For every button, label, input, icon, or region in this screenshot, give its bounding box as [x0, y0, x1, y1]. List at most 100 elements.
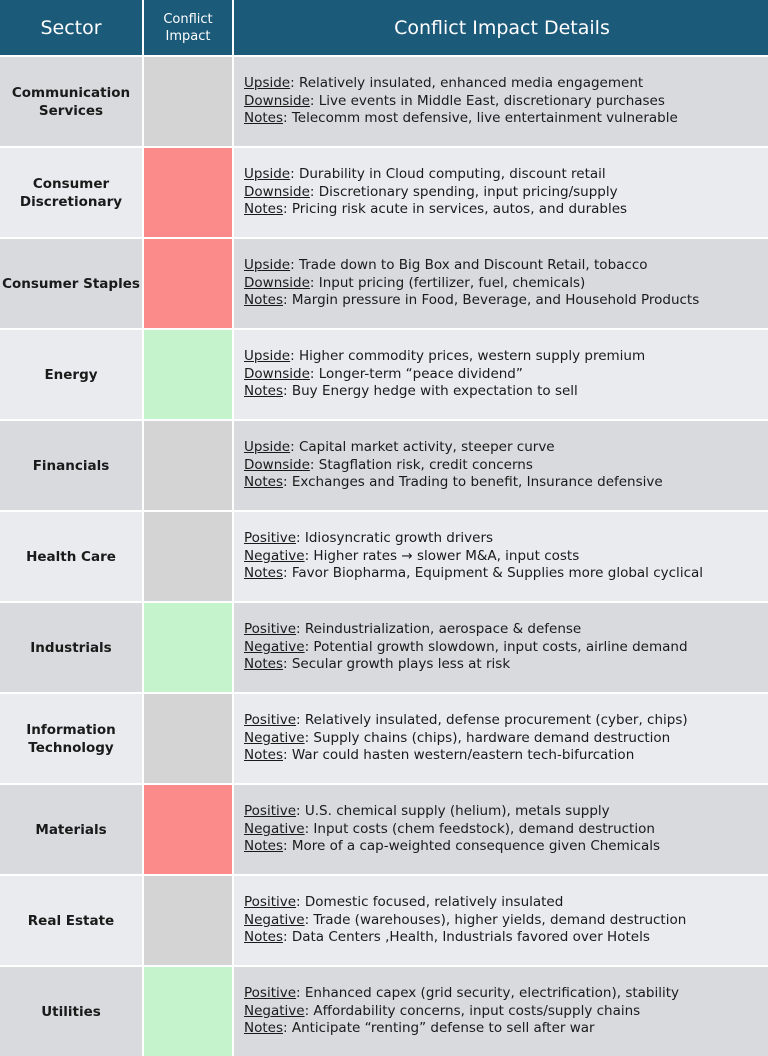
detail-label: Downside: [244, 456, 310, 473]
detail-label: Notes: [244, 838, 283, 855]
detail-line: Downside: Stagflation risk, credit conce…: [244, 457, 768, 475]
detail-line: Notes: Pricing risk acute in services, a…: [244, 201, 768, 219]
detail-text: : Anticipate “renting” defense to sell a…: [283, 1020, 595, 1037]
sector-name: Energy: [0, 330, 142, 419]
conflict-impact-swatch: [144, 330, 232, 419]
detail-label: Positive: [244, 621, 297, 638]
detail-line: Notes: Telecomm most defensive, live ent…: [244, 110, 768, 128]
conflict-impact-details: Upside: Higher commodity prices, western…: [234, 330, 768, 419]
conflict-impact-swatch: [144, 512, 232, 601]
detail-text: : Secular growth plays less at risk: [283, 656, 511, 673]
detail-line: Negative: Affordability concerns, input …: [244, 1003, 768, 1021]
detail-text: : Margin pressure in Food, Beverage, and…: [283, 292, 700, 309]
detail-line: Positive: Idiosyncratic growth drivers: [244, 530, 768, 548]
detail-text: : Potential growth slowdown, input costs…: [304, 638, 688, 655]
detail-label: Positive: [244, 894, 297, 911]
detail-text: : Longer-term “peace dividend”: [309, 365, 523, 382]
detail-label: Upside: [244, 348, 291, 365]
detail-line: Negative: Trade (warehouses), higher yie…: [244, 912, 768, 930]
detail-line: Negative: Input costs (chem feedstock), …: [244, 821, 768, 839]
conflict-impact-swatch: [144, 694, 232, 783]
sector-name: Utilities: [0, 967, 142, 1056]
sector-name: Financials: [0, 421, 142, 510]
detail-label: Notes: [244, 110, 283, 127]
detail-label: Negative: [244, 911, 305, 928]
detail-text: : Higher commodity prices, western suppl…: [290, 348, 646, 365]
detail-text: : Affordability concerns, input costs/su…: [304, 1002, 641, 1019]
detail-line: Notes: Exchanges and Trading to benefit,…: [244, 474, 768, 492]
detail-text: : Trade down to Big Box and Discount Ret…: [290, 257, 648, 274]
detail-label: Notes: [244, 292, 283, 309]
conflict-impact-details: Upside: Trade down to Big Box and Discou…: [234, 239, 768, 328]
detail-label: Downside: [244, 365, 310, 382]
detail-text: : Live events in Middle East, discretion…: [309, 92, 665, 109]
conflict-impact-details: Positive: Domestic focused, relatively i…: [234, 876, 768, 965]
conflict-impact-swatch: [144, 239, 232, 328]
detail-text: : Telecomm most defensive, live entertai…: [283, 110, 678, 127]
detail-line: Notes: More of a cap-weighted consequenc…: [244, 838, 768, 856]
detail-line: Notes: Data Centers ,Health, Industrials…: [244, 929, 768, 947]
detail-label: Upside: [244, 439, 291, 456]
conflict-impact-details: Upside: Capital market activity, steeper…: [234, 421, 768, 510]
conflict-impact-details: Positive: Relatively insulated, defense …: [234, 694, 768, 783]
detail-line: Upside: Relatively insulated, enhanced m…: [244, 75, 768, 93]
detail-label: Negative: [244, 547, 305, 564]
detail-text: : Input pricing (fertilizer, fuel, chemi…: [309, 274, 586, 291]
detail-text: : Data Centers ,Health, Industrials favo…: [283, 929, 650, 946]
detail-line: Upside: Trade down to Big Box and Discou…: [244, 257, 768, 275]
header-conflict-impact: Conflict Impact: [144, 0, 232, 55]
detail-line: Notes: Margin pressure in Food, Beverage…: [244, 292, 768, 310]
conflict-impact-swatch: [144, 967, 232, 1056]
conflict-impact-details: Positive: Reindustrialization, aerospace…: [234, 603, 768, 692]
detail-label: Negative: [244, 1002, 305, 1019]
detail-text: : Relatively insulated, defense procurem…: [296, 712, 688, 729]
detail-label: Positive: [244, 530, 297, 547]
detail-label: Notes: [244, 565, 283, 582]
detail-text: : Higher rates → slower M&A, input costs: [304, 547, 580, 564]
detail-text: : Favor Biopharma, Equipment & Supplies …: [283, 565, 704, 582]
detail-label: Notes: [244, 383, 283, 400]
detail-label: Positive: [244, 985, 297, 1002]
detail-line: Notes: Anticipate “renting” defense to s…: [244, 1020, 768, 1038]
detail-line: Notes: Secular growth plays less at risk: [244, 656, 768, 674]
detail-text: : Reindustrialization, aerospace & defen…: [296, 621, 582, 638]
conflict-impact-swatch: [144, 876, 232, 965]
conflict-impact-details: Positive: Enhanced capex (grid security,…: [234, 967, 768, 1056]
detail-text: : Capital market activity, steeper curve: [290, 439, 555, 456]
detail-label: Upside: [244, 75, 291, 92]
sector-name: Consumer Staples: [0, 239, 142, 328]
detail-label: Notes: [244, 1020, 283, 1037]
header-conflict-impact-details: Conflict Impact Details: [234, 0, 768, 55]
conflict-impact-swatch: [144, 603, 232, 692]
detail-line: Upside: Higher commodity prices, western…: [244, 348, 768, 366]
detail-line: Positive: Relatively insulated, defense …: [244, 712, 768, 730]
detail-label: Notes: [244, 656, 283, 673]
detail-label: Positive: [244, 712, 297, 729]
detail-label: Notes: [244, 474, 283, 491]
sector-name: Industrials: [0, 603, 142, 692]
detail-label: Upside: [244, 166, 291, 183]
detail-line: Negative: Potential growth slowdown, inp…: [244, 639, 768, 657]
detail-line: Downside: Longer-term “peace dividend”: [244, 366, 768, 384]
detail-label: Downside: [244, 183, 310, 200]
conflict-impact-details: Positive: U.S. chemical supply (helium),…: [234, 785, 768, 874]
detail-line: Upside: Durability in Cloud computing, d…: [244, 166, 768, 184]
detail-text: : Relatively insulated, enhanced media e…: [290, 75, 644, 92]
detail-text: : Domestic focused, relatively insulated: [296, 894, 564, 911]
detail-line: Downside: Live events in Middle East, di…: [244, 93, 768, 111]
detail-label: Notes: [244, 929, 283, 946]
detail-label: Positive: [244, 803, 297, 820]
detail-label: Negative: [244, 820, 305, 837]
conflict-impact-swatch: [144, 421, 232, 510]
detail-text: : Stagflation risk, credit concerns: [309, 456, 533, 473]
conflict-impact-details: Upside: Durability in Cloud computing, d…: [234, 148, 768, 237]
detail-line: Positive: U.S. chemical supply (helium),…: [244, 803, 768, 821]
detail-text: : Durability in Cloud computing, discoun…: [290, 166, 606, 183]
sector-name: Materials: [0, 785, 142, 874]
sector-name: Information Technology: [0, 694, 142, 783]
detail-text: : Idiosyncratic growth drivers: [296, 530, 494, 547]
detail-text: : Pricing risk acute in services, autos,…: [283, 201, 628, 218]
detail-line: Positive: Reindustrialization, aerospace…: [244, 621, 768, 639]
conflict-impact-swatch: [144, 57, 232, 146]
detail-label: Negative: [244, 638, 305, 655]
